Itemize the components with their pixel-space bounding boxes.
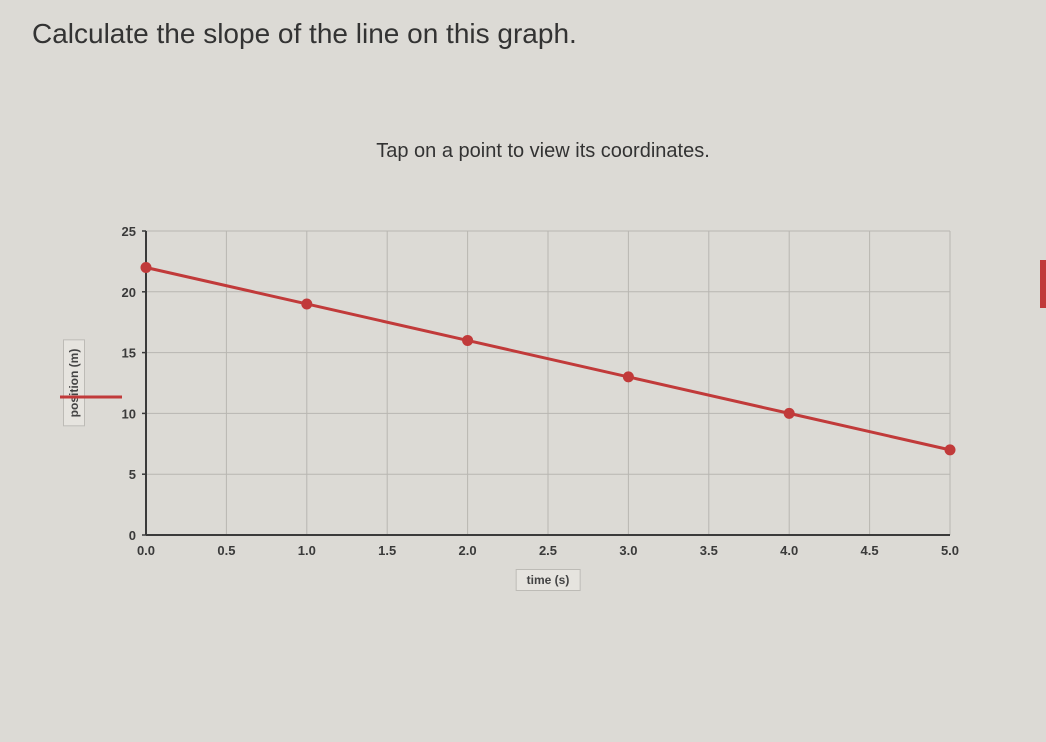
x-tick-label: 3.5	[700, 543, 718, 558]
y-tick-label: 20	[122, 285, 136, 300]
x-axis-label: time (s)	[516, 569, 581, 591]
edge-indicator	[1040, 260, 1046, 308]
question-text: Calculate the slope of the line on this …	[32, 18, 1020, 50]
data-point[interactable]	[302, 299, 312, 309]
x-tick-label: 4.5	[861, 543, 879, 558]
y-tick-label: 15	[122, 346, 136, 361]
ylabel-red-underline	[60, 396, 122, 399]
x-tick-label: 3.0	[619, 543, 637, 558]
page-container: Calculate the slope of the line on this …	[0, 0, 1046, 742]
y-tick-label: 25	[122, 224, 136, 239]
x-tick-label: 0.0	[137, 543, 155, 558]
x-tick-label: 2.0	[459, 543, 477, 558]
plot-area[interactable]: 0 5 10 15 20 25 0.0 0.5 1.0 1.5 2.0 2.5 3.0 3.5 4.0 4.5…	[100, 223, 1000, 563]
x-tick-label: 1.0	[298, 543, 316, 558]
data-point[interactable]	[463, 335, 473, 345]
y-axis-label: position (m)	[63, 340, 85, 427]
x-tick-label: 1.5	[378, 543, 396, 558]
data-point[interactable]	[141, 262, 151, 272]
chart-wrapper: position (m) 05101520250.00.51.01.52.02.…	[86, 223, 1000, 563]
data-point[interactable]	[784, 408, 794, 418]
x-tick-label: 0.5	[217, 543, 235, 558]
chart-subtitle: Tap on a point to view its coordinates.	[66, 140, 1020, 163]
data-point[interactable]	[945, 445, 955, 455]
x-tick-label: 4.0	[780, 543, 798, 558]
x-tick-label: 5.0	[941, 543, 959, 558]
y-tick-label: 10	[122, 406, 136, 421]
y-tick-label: 0	[129, 528, 136, 543]
y-tick-label: 5	[129, 467, 136, 482]
x-tick-label: 2.5	[539, 543, 557, 558]
data-point[interactable]	[623, 372, 633, 382]
line-chart-svg[interactable]: 0 5 10 15 20 25 0.0 0.5 1.0 1.5 2.0 2.5 3.0 3.5 4.0 4.5…	[100, 223, 960, 563]
